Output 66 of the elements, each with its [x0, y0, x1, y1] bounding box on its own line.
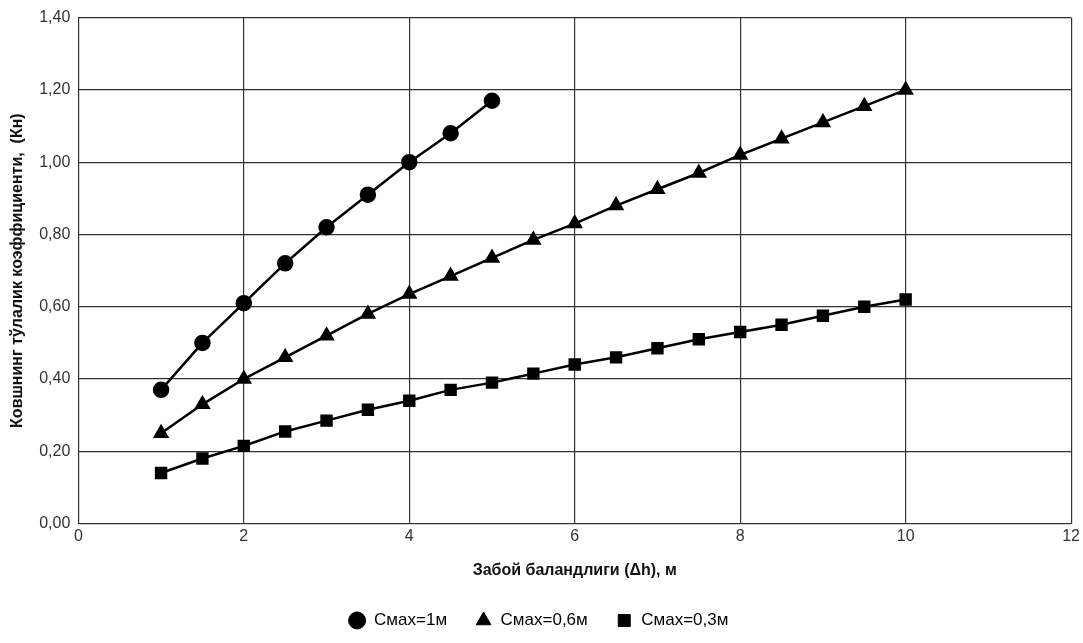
point	[856, 97, 872, 111]
point	[401, 153, 418, 171]
point	[235, 294, 253, 312]
point	[277, 349, 293, 363]
point	[650, 181, 665, 195]
y-tick-label: 0,40	[39, 369, 71, 387]
x-tick-label: 0	[73, 526, 83, 544]
point	[899, 293, 912, 306]
point	[483, 92, 501, 109]
point	[401, 285, 417, 299]
point	[194, 334, 211, 352]
point	[359, 186, 377, 203]
point	[608, 197, 624, 211]
point	[444, 383, 457, 397]
point	[898, 81, 913, 95]
point	[318, 218, 335, 236]
legend-label: Cмах=1м	[374, 610, 448, 630]
x-axis-title: Забой баландлиги (Δh), м	[472, 560, 677, 578]
x-tick-label: 4	[404, 526, 414, 544]
point	[237, 439, 250, 453]
y-tick-label: 1,00	[39, 152, 71, 170]
x-tick-label: 6	[570, 526, 580, 544]
y-tick-label: 0,80	[39, 224, 71, 242]
point	[692, 333, 706, 346]
point	[609, 351, 623, 364]
point	[691, 164, 707, 178]
point	[443, 267, 458, 281]
point	[360, 305, 376, 319]
point	[527, 367, 540, 380]
point	[276, 255, 294, 272]
point	[236, 370, 252, 384]
y-tick-label: 0,00	[39, 514, 71, 532]
point	[319, 327, 334, 341]
point	[526, 231, 541, 245]
legend-label: Cмах=0,6м	[500, 610, 588, 630]
point	[485, 376, 499, 389]
point	[733, 325, 747, 339]
point	[195, 396, 210, 410]
point	[154, 466, 168, 480]
point	[858, 300, 871, 313]
point	[775, 318, 788, 332]
y-axis-title: Ковшнинг тўлалик коэффициенти, (Кн)	[8, 113, 26, 428]
y-tick-label: 1,40	[39, 8, 71, 26]
point	[568, 358, 581, 371]
y-tick-label: 0,60	[39, 297, 71, 315]
point	[732, 146, 748, 160]
point	[152, 381, 170, 399]
legend-label: Cмах=0,3м	[641, 610, 729, 630]
point	[651, 342, 664, 355]
y-tick-label: 0,20	[39, 441, 71, 459]
point	[442, 125, 459, 142]
x-tick-label: 12	[1062, 526, 1081, 544]
point	[403, 394, 416, 407]
x-tick-label: 2	[239, 526, 249, 544]
point	[196, 452, 209, 465]
point	[816, 309, 830, 322]
x-tick-label: 8	[735, 526, 745, 544]
x-tick-label: 10	[896, 526, 915, 544]
point	[815, 114, 831, 128]
point	[567, 215, 583, 229]
point	[774, 130, 789, 144]
y-tick-label: 1,20	[39, 80, 71, 98]
point	[361, 403, 375, 416]
point	[320, 414, 333, 427]
point	[278, 425, 292, 438]
point	[484, 249, 500, 263]
